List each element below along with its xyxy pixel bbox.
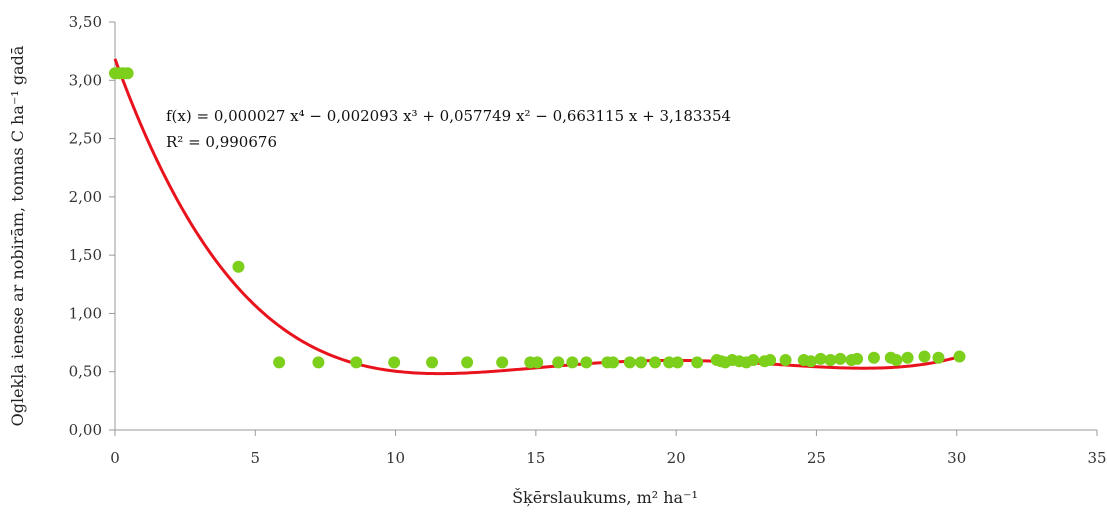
data-point (580, 356, 593, 369)
x-axis-title: Šķērslaukums, m² ha⁻¹ (512, 487, 698, 507)
data-point (496, 356, 509, 369)
data-point (388, 356, 401, 369)
x-tick-label: 35 (1087, 449, 1106, 467)
data-points (109, 67, 966, 369)
y-axis-ticks: 0,00 0,50 1,00 1,50 2,00 2,50 3,00 3,50 (69, 13, 115, 439)
data-point (747, 354, 760, 367)
equation-annotation: f(x) = 0,000027 x⁴ − 0,002093 x³ + 0,057… (166, 107, 731, 125)
data-point (691, 356, 704, 369)
x-axis-ticks: 0 5 10 15 20 25 30 35 (110, 430, 1107, 467)
y-tick-label: 2,50 (69, 130, 102, 148)
y-tick-label: 0,50 (69, 363, 102, 381)
data-point (867, 351, 880, 364)
data-point (834, 352, 847, 365)
data-point (851, 352, 864, 365)
y-tick-label: 3,00 (69, 71, 102, 89)
data-point (426, 356, 439, 369)
data-point (764, 354, 777, 367)
x-tick-label: 5 (251, 449, 261, 467)
x-tick-label: 15 (526, 449, 545, 467)
x-tick-label: 25 (807, 449, 826, 467)
y-axis-title: Oglekļa ienese ar nobirām, tonnas C ha⁻¹… (8, 45, 27, 426)
y-tick-label: 0,00 (69, 421, 102, 439)
data-point (461, 356, 474, 369)
data-point (663, 356, 676, 369)
x-tick-label: 20 (667, 449, 686, 467)
data-point (824, 354, 837, 367)
data-point (531, 356, 544, 369)
data-point (312, 356, 325, 369)
data-point (953, 350, 966, 363)
data-point (814, 352, 827, 365)
data-point (671, 356, 684, 369)
x-tick-label: 0 (110, 449, 120, 467)
data-point (121, 67, 134, 80)
y-tick-label: 3,50 (69, 13, 102, 31)
data-point (607, 356, 620, 369)
x-tick-label: 10 (386, 449, 405, 467)
data-point (779, 354, 792, 367)
axes (114, 22, 1097, 431)
data-point (273, 356, 286, 369)
data-point (232, 260, 245, 273)
data-point (649, 356, 662, 369)
data-point (350, 356, 363, 369)
data-point (890, 354, 903, 367)
data-point (566, 356, 579, 369)
data-point (623, 356, 636, 369)
data-point (918, 350, 931, 363)
data-point (932, 351, 945, 364)
y-tick-label: 1,00 (69, 304, 102, 322)
x-tick-label: 30 (947, 449, 966, 467)
data-point (635, 356, 648, 369)
data-point (804, 355, 817, 368)
y-tick-label: 1,50 (69, 246, 102, 264)
data-point (552, 356, 565, 369)
r-squared-annotation: R² = 0,990676 (166, 133, 277, 151)
y-tick-label: 2,00 (69, 188, 102, 206)
data-point (901, 351, 914, 364)
